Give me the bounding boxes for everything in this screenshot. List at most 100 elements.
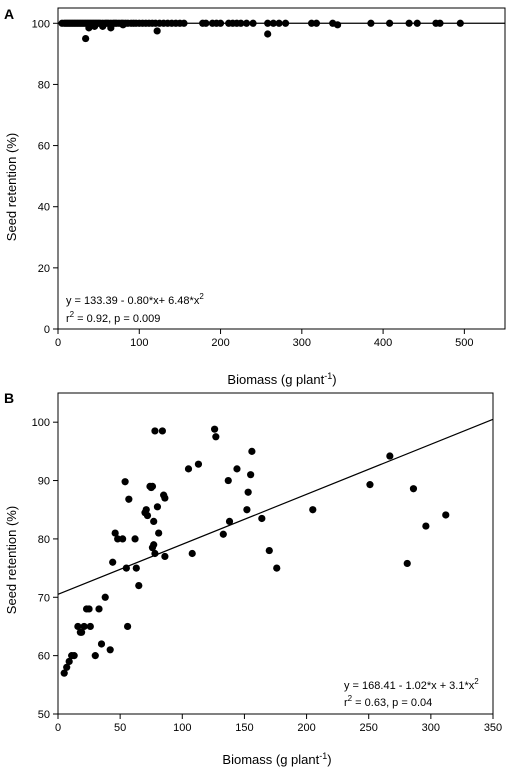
panel-b-data-point <box>119 535 127 543</box>
panel-a-x-tick-label: 100 <box>130 337 148 349</box>
panel-a-equation: y = 133.39 - 0.80*x+ 6.48*x2 <box>66 292 204 307</box>
panel-b-data-point <box>273 564 281 572</box>
panel-a-stats: r2 = 0.92, p = 0.009 <box>66 310 160 325</box>
panel-b-y-tick-label: 70 <box>38 592 50 604</box>
panel-b-x-tick-label: 200 <box>297 722 315 734</box>
panel-b-y-tick-label: 60 <box>38 651 50 663</box>
panel-b-x-tick-label: 50 <box>114 722 126 734</box>
panel-b-x-tick-label: 300 <box>422 722 440 734</box>
panel-b-data-point <box>265 546 273 555</box>
panel-a-data-point <box>237 19 245 27</box>
panel-b-data-point <box>184 465 193 473</box>
panel-a-data-point <box>264 30 272 38</box>
panel-b-data-point <box>122 564 130 572</box>
panel-a-data-point <box>90 22 99 30</box>
panel-b-y-tick-label: 90 <box>38 476 50 488</box>
panel-a-data-point <box>107 24 115 32</box>
panel-a-y-tick-label: 100 <box>32 18 50 30</box>
panel-b-data-point <box>150 517 158 526</box>
panel-b-y-tick-label: 100 <box>32 417 50 429</box>
panel-a-data-point <box>385 19 394 27</box>
panel-b-data-point <box>247 471 255 479</box>
panel-b-data-point <box>248 447 256 455</box>
panel-a-label: A <box>4 6 14 22</box>
panel-b-data-point <box>243 506 251 514</box>
panel-a-x-tick-label: 400 <box>374 337 392 349</box>
panel-a-data-point <box>216 19 225 27</box>
panel-a-frame <box>57 7 506 330</box>
panel-b-x-tick-label: 350 <box>484 722 502 734</box>
panel-a-data-point <box>413 19 421 27</box>
panel-b-data-point <box>135 582 143 590</box>
panel-b-data-point <box>161 552 169 561</box>
panel-a-data-point <box>249 19 257 27</box>
panel-b-data-point <box>85 605 93 613</box>
panel-a-data-point <box>85 24 93 32</box>
panel-a-data-point <box>82 34 90 43</box>
panel-b-data-point <box>151 427 159 435</box>
panel-b-data-point <box>211 425 219 433</box>
panel-a-data-point <box>275 19 283 27</box>
panel-b-data-point <box>409 485 418 493</box>
panel-a-x-tick-label: 300 <box>293 337 311 349</box>
panel-a-data-point <box>281 19 290 27</box>
panel-b-data-point <box>158 427 166 435</box>
panel-a-data-point <box>456 19 464 27</box>
panel-a-data-point <box>312 19 321 27</box>
panel-b-data-point <box>403 559 411 568</box>
panel-b-data-point <box>155 529 163 537</box>
panel-b-x-tick-label: 100 <box>173 722 191 734</box>
panel-b-stats: r2 = 0.63, p = 0.04 <box>344 694 432 709</box>
panel-b-data-point <box>219 530 227 538</box>
panel-b-data-point <box>212 433 220 441</box>
panel-b-data-point <box>109 558 117 566</box>
panel-b-data-point <box>131 535 139 543</box>
panel-a-plot: 0 100 200 300 400 500 0 20 40 60 80 100 <box>32 7 506 349</box>
panel-a-x-axis-title: Biomass (g plant-1) <box>227 371 336 387</box>
panel-b-data-point <box>150 541 158 549</box>
panel-b-data-point <box>86 622 94 631</box>
panel-b-data-point <box>225 517 234 526</box>
panel-b-data-point <box>95 605 103 613</box>
panel-b-y-tick-label: 50 <box>38 709 50 721</box>
panel-b-data-point <box>244 488 252 496</box>
panel-b-data-point <box>97 640 106 648</box>
panel-b-data-point <box>233 465 241 473</box>
panel-b-plot: 0 50 100 150 200 250 300 350 50 60 70 80 90 100 <box>32 392 502 734</box>
panel-b-data-point <box>151 549 159 558</box>
panel-b-label: B <box>4 390 14 406</box>
panel-b-x-tick-label: 0 <box>55 722 61 734</box>
panel-b-data-point <box>132 564 140 572</box>
panel-a-x-tick-label: 0 <box>55 337 61 349</box>
panel-b-data-point <box>148 482 157 490</box>
panel-a-data-point <box>264 19 272 27</box>
panel-a-y-tick-label: 40 <box>38 202 50 214</box>
panel-b-equation: y = 168.41 - 1.02*x + 3.1*x2 <box>344 677 479 692</box>
panel-a-y-tick-label: 20 <box>38 263 50 275</box>
panel-b-data-point <box>63 663 71 671</box>
panel-a-data-point <box>242 19 251 27</box>
panel-b-data-point <box>366 481 374 489</box>
panel-b-data-point <box>153 503 162 511</box>
panel-b-data-point <box>124 622 132 631</box>
panel-b-data-point <box>114 535 122 543</box>
panel-b-data-point <box>422 522 430 530</box>
panel-a-x-tick-label: 500 <box>455 337 473 349</box>
panel-b-x-axis-title: Biomass (g plant-1) <box>222 751 331 767</box>
panel-a-y-tick-label: 60 <box>38 141 50 153</box>
panel-b-data-point <box>121 478 129 486</box>
panel-a-data-point <box>367 19 375 27</box>
panel-a-data-point <box>180 19 188 27</box>
panel-a-y-axis-title: Seed retention (%) <box>4 133 19 241</box>
panel-a-data-point <box>99 22 107 30</box>
panel-b-data-point <box>125 495 133 503</box>
panel-b-data-point <box>80 622 88 631</box>
panel-b-data-point <box>60 669 68 677</box>
panel-b-data-point <box>142 506 150 514</box>
panel-b-regression-line <box>57 418 494 595</box>
panel-b-data-point <box>74 622 82 631</box>
panel-b-data-point <box>70 652 78 660</box>
panel-b-data-point <box>386 452 394 460</box>
panel-b-x-tick-label: 250 <box>360 722 378 734</box>
panel-b-data-point <box>106 646 114 654</box>
